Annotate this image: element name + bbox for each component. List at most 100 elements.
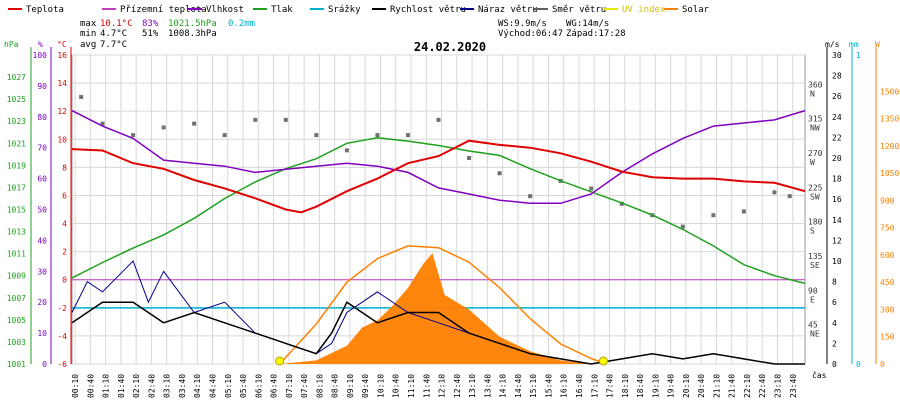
dir-tick-name: S — [810, 227, 815, 236]
wind-direction-point — [528, 194, 533, 199]
x-tick-label: 03:10 — [163, 374, 172, 398]
stat-sunrise: Východ:06:47 — [498, 29, 563, 39]
solar-tick-label: 600 — [880, 251, 895, 260]
temp-tick-label: 16 — [57, 51, 67, 60]
x-tick-label: 13:40 — [483, 374, 492, 398]
wind-tick-label: 30 — [832, 51, 842, 60]
solar-tick-label: 150 — [880, 333, 895, 342]
hum-tick-label: 70 — [37, 144, 47, 153]
x-tick-label: 06:40 — [270, 374, 279, 398]
x-tick-label: 12:40 — [453, 374, 462, 398]
x-tick-label: 02:40 — [147, 374, 156, 398]
wind-direction-point — [589, 186, 594, 191]
solar-tick-label: 1500 — [880, 87, 899, 96]
hum-tick-label: 60 — [37, 175, 47, 184]
solar-tick-label: 1350 — [880, 115, 899, 124]
x-tick-label: 09:40 — [361, 374, 370, 398]
unit-hum: % — [38, 40, 43, 49]
x-tick-label: 19:10 — [651, 374, 660, 398]
dir-tick-label: 225 — [808, 183, 823, 192]
x-tick-label: 20:10 — [682, 374, 691, 398]
solar-tick-label: 300 — [880, 305, 895, 314]
stats-box: max 10.1°C 83% 1021.5hPa 0.2mm min 4.7°C… — [80, 19, 626, 50]
x-tick-label: 07:40 — [300, 374, 309, 398]
x-tick-label: 05:10 — [224, 374, 233, 398]
solar-tick-label: 450 — [880, 278, 895, 287]
wind-tick-label: 26 — [832, 92, 842, 101]
wind-direction-point — [497, 171, 502, 176]
x-tick-label: 21:10 — [712, 374, 721, 398]
x-tick-label: 23:10 — [774, 374, 783, 398]
press-tick-label: 1001 — [7, 360, 26, 369]
press-tick-label: 1005 — [7, 316, 26, 325]
wind-tick-label: 10 — [832, 257, 842, 266]
solar-area — [279, 253, 592, 364]
hum-tick-label: 40 — [37, 236, 47, 245]
rain-tick-label: 1 — [856, 51, 861, 60]
wind-direction-point — [741, 209, 746, 214]
wind-tick-label: 28 — [832, 72, 842, 81]
x-tick-label: 00:10 — [71, 374, 80, 398]
axes: 00:10 00:40 01:10 01:40 02:10 02:40 03:10 03:40… — [7, 47, 899, 398]
wind-direction-point — [100, 121, 105, 126]
hum-tick-label: 90 — [37, 82, 47, 91]
wind-direction-point — [253, 117, 258, 122]
dir-tick-name: N — [810, 89, 815, 98]
press-tick-label: 1017 — [7, 183, 26, 192]
plot-area — [71, 94, 806, 366]
x-tick-label: 21:40 — [728, 374, 737, 398]
unit-temp: °C — [57, 40, 67, 49]
x-tick-label: 08:40 — [331, 374, 340, 398]
stat-sunset: Západ:17:28 — [566, 29, 626, 39]
wind-tick-label: 0 — [832, 360, 837, 369]
dir-tick-label: 180 — [808, 218, 823, 227]
temp-tick-label: 12 — [57, 107, 67, 116]
x-tick-label: 10:40 — [392, 374, 401, 398]
wind-tick-label: 16 — [832, 195, 842, 204]
x-tick-label: 19:40 — [667, 374, 676, 398]
x-tick-label: 17:10 — [590, 374, 599, 398]
unit-rain: mm — [849, 40, 859, 49]
temp-tick-label: 4 — [62, 220, 67, 229]
x-tick-label: 18:10 — [621, 374, 630, 398]
press-tick-label: 1023 — [7, 117, 26, 126]
uv-marker — [598, 356, 608, 366]
solar-tick-label: 900 — [880, 196, 895, 205]
stat-avg-temp: 7.7°C — [100, 40, 127, 50]
wind-tick-label: 22 — [832, 133, 842, 142]
legend-label: Tlak — [271, 5, 293, 15]
wind-tick-label: 2 — [832, 339, 837, 348]
wind-direction-point — [375, 133, 380, 138]
dir-tick-label: 360 — [808, 80, 823, 89]
solar-theoretical-line — [279, 245, 607, 365]
rain-tick-label: 0 — [856, 360, 861, 369]
press-tick-label: 1013 — [7, 228, 26, 237]
wind-tick-label: 4 — [832, 319, 837, 328]
stat-max-label: max — [80, 19, 97, 29]
x-tick-label: 00:40 — [86, 374, 95, 398]
x-tick-label: 05:40 — [239, 374, 248, 398]
wind-tick-label: 6 — [832, 298, 837, 307]
x-tick-label: 17:40 — [606, 374, 615, 398]
press-tick-label: 1009 — [7, 272, 26, 281]
dir-tick-label: 315 — [808, 115, 823, 124]
unit-press: hPa — [4, 40, 19, 49]
x-tick-label: 12:10 — [438, 374, 447, 398]
x-tick-label: 01:40 — [117, 374, 126, 398]
press-tick-label: 1027 — [7, 73, 26, 82]
pressure-line — [71, 137, 806, 285]
wind-tick-label: 18 — [832, 175, 842, 184]
uv-marker — [275, 356, 285, 366]
wind-tick-label: 8 — [832, 278, 837, 287]
chart-title: 24.02.2020 — [414, 40, 486, 54]
x-tick-label: 03:40 — [178, 374, 187, 398]
x-tick-label: 15:40 — [544, 374, 553, 398]
dir-tick-name: SE — [810, 261, 820, 270]
press-tick-label: 1025 — [7, 95, 26, 104]
press-tick-label: 1003 — [7, 338, 26, 347]
wind-tick-label: 12 — [832, 236, 842, 245]
wind-direction-point — [344, 148, 349, 153]
wind-direction-point — [436, 117, 441, 122]
hum-tick-label: 20 — [37, 298, 47, 307]
